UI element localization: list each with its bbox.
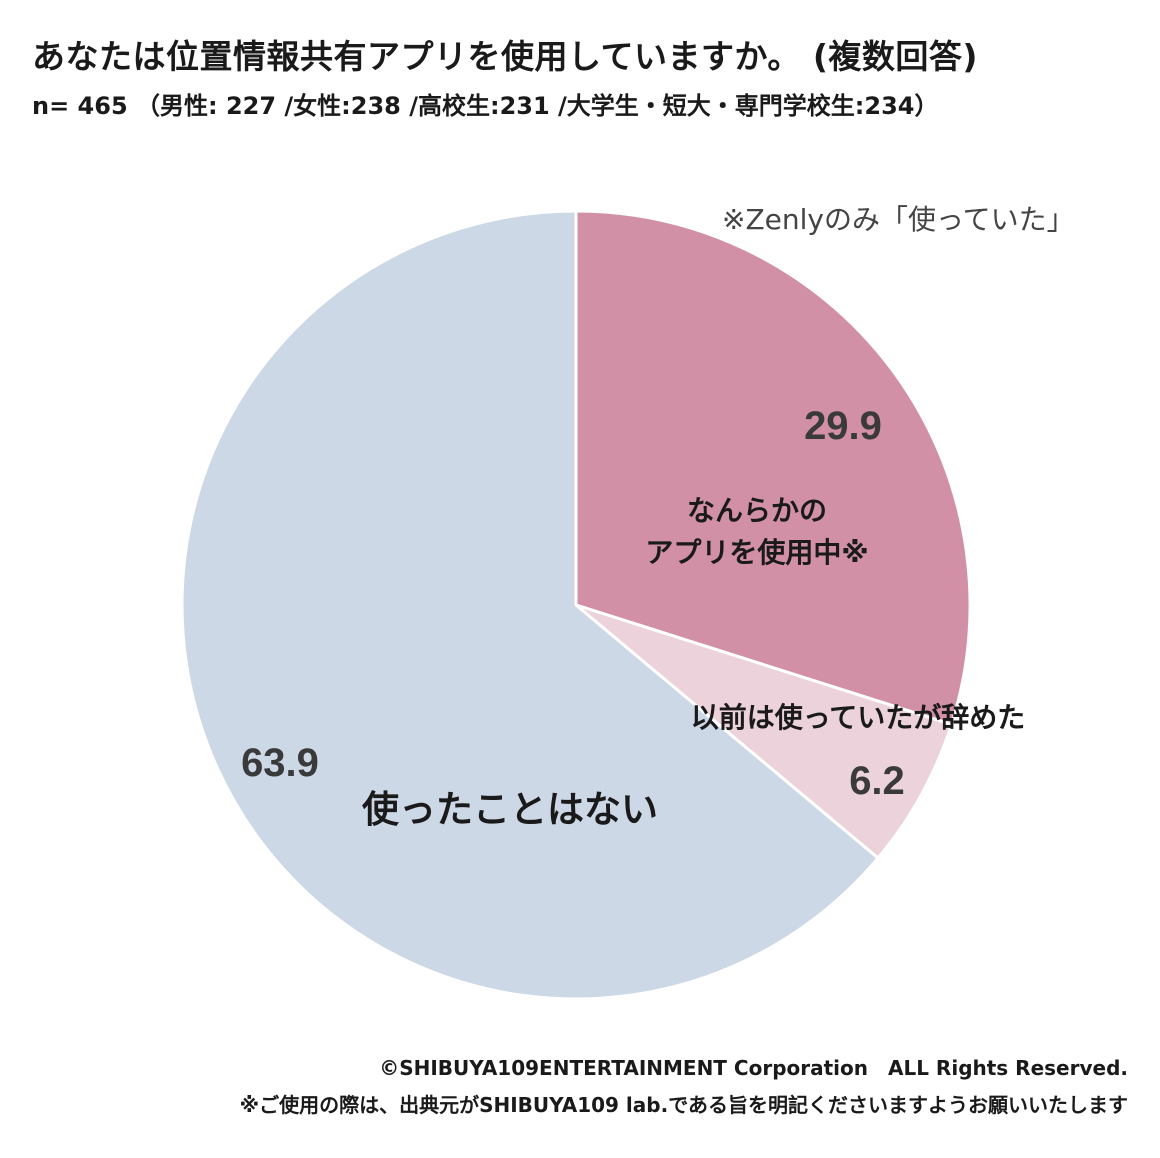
slice-category-label: 使ったことはない — [362, 788, 658, 831]
copyright-text: ©SHIBUYA109ENTERTAINMENT Corporation ALL… — [379, 1056, 1128, 1080]
pie-slice — [574, 209, 972, 727]
slice-value-label: 6.2 — [849, 759, 905, 803]
chart-subtitle: n= 465 （男性: 227 /女性:238 /高校生:231 /大学生・短大… — [32, 92, 939, 120]
slice-category-label: 以前は使っていたが辞めた — [691, 701, 1026, 734]
slice-category-label: アプリを使用中※ — [645, 536, 868, 569]
pie-slice — [180, 209, 881, 1001]
slice-category-label: なんらかの — [687, 494, 827, 527]
pie-slice — [575, 603, 954, 861]
slice-value-label: 29.9 — [804, 404, 882, 448]
zenly-note: ※Zenlyのみ「使っていた」 — [722, 203, 1075, 236]
usage-note: ※ご使用の際は、出典元がSHIBUYA109 lab.である旨を明記くださいます… — [239, 1093, 1128, 1117]
slice-value-label: 63.9 — [241, 741, 319, 785]
chart-title: あなたは位置情報共有アプリを使用していますか。 (複数回答) — [32, 37, 979, 76]
